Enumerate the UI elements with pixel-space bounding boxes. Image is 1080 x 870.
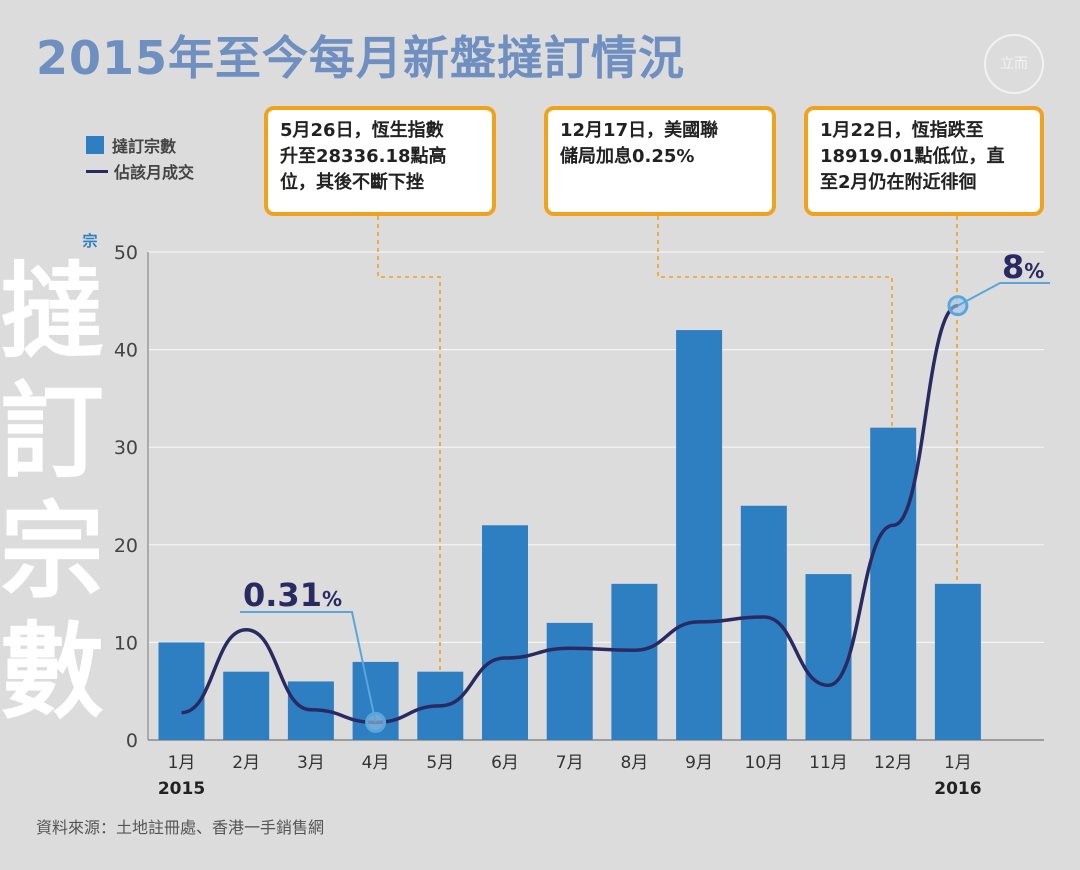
annotation-label: 8% [1002,248,1044,286]
x-tick-label: 11月 [809,753,848,773]
bar [546,622,593,740]
y-axis-unit: 宗 [82,232,97,250]
callout-line: 1月22日，恆指跌至 [820,120,984,141]
callout-line: 至2月仍在附近徘徊 [820,172,977,193]
x-tick-label: 5月 [426,753,454,773]
callout-line: 位，其後不斷下挫 [280,172,424,193]
callout-line: 升至28336.18點高 [280,146,447,167]
bar [676,330,723,740]
annotation-value: 0.31 [243,576,322,614]
x-tick-label: 3月 [297,753,325,773]
x-tick-label: 1月 [944,753,972,773]
source-note: 資料來源：土地註冊處、香港一手銷售網 [36,818,325,837]
y-tick-label: 20 [114,535,138,557]
line-swatch-icon [86,169,108,173]
legend: 撻訂宗數 佔該月成交 [86,132,194,184]
callout-line: 12月17日，美國聯 [560,120,719,141]
bar [934,583,981,740]
bar [611,583,658,740]
legend-label-bars: 撻訂宗數 [112,137,177,156]
y-tick-label: 40 [114,340,138,362]
annotation-leader [240,611,377,723]
callout-line: 18919.01點低位，直 [820,146,1005,167]
callout-line: 5月26日，恆生指數 [280,120,444,141]
x-tick-label: 10月 [744,753,783,773]
x-tick-label: 12月 [874,753,913,773]
legend-label-line: 佔該月成交 [114,163,195,182]
annotation-value: 8 [1002,248,1024,286]
chart-title: 2015年至今每月新盤撻訂情況 [36,31,686,85]
bar [223,671,270,740]
bar [158,642,205,740]
x-tick-label: 4月 [362,753,390,773]
x-tick-label: 7月 [556,753,584,773]
callout-fed-hike: 12月17日，美國聯 儲局加息0.25% [544,106,776,216]
y-tick-label: 50 [114,242,138,264]
callout-hsi-high: 5月26日，恆生指數 升至28336.18點高 位，其後不斷下挫 [264,106,496,216]
callout-line: 儲局加息0.25% [560,146,695,167]
x-tick-label: 2月 [232,753,260,773]
x-tick-label: 1月 [168,753,196,773]
y-tick-label: 0 [126,730,138,752]
annotation-unit: % [1024,259,1044,283]
side-char: 宗 [0,491,105,613]
leader-line-dec [657,216,893,430]
legend-item-bars: 撻訂宗數 [86,132,194,158]
x-tick-label: 9月 [685,753,713,773]
annotation-leader [957,282,1050,307]
bar [870,427,917,740]
y-tick-label: 30 [114,437,138,459]
bar [482,525,528,740]
annotation-label: 0.31% [243,576,342,614]
x-tick-label: 6月 [491,753,519,773]
y-tick-label: 10 [114,632,138,654]
side-word: 撻 訂 宗 數 [0,251,105,733]
leader-line-may [377,216,441,740]
line-series [181,303,959,725]
x-year-label: 2016 [934,779,981,799]
side-char: 訂 [0,371,105,493]
logo-icon: 立而 [984,34,1044,94]
x-year-label: 2015 [158,779,205,799]
x-tick-label: 8月 [620,753,648,773]
annotation-unit: % [322,587,342,611]
callout-hsi-low: 1月22日，恆指跌至 18919.01點低位，直 至2月仍在附近徘徊 [804,106,1044,216]
side-char: 撻 [0,251,105,373]
side-char: 數 [0,611,105,733]
logo-text: 立而 [1000,56,1028,72]
bar-swatch-icon [86,136,104,154]
legend-item-line: 佔該月成交 [86,158,194,184]
bar [805,574,852,740]
